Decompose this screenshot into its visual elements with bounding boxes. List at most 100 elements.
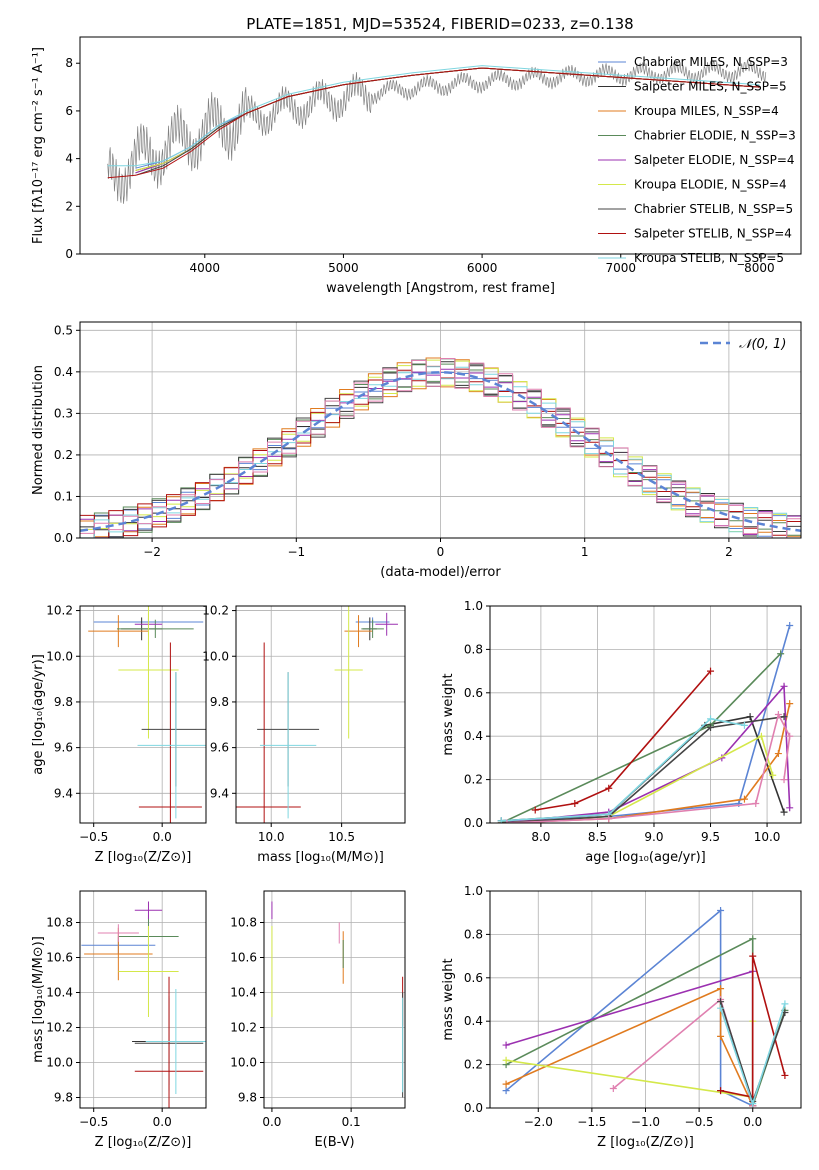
y-tick-label: 10.0 [46,1056,73,1070]
y-axis-label: age [log₁₀(age/yr)] [31,654,46,775]
weight-marker-kroupa_stelib [497,817,505,823]
weight-marker-chabrier_stelib [707,724,715,732]
y-tick-label: 8 [65,56,73,70]
legend-label-chabrier_elodie: Chabrier ELODIE, N_SSP=3 [634,129,796,143]
weight-line-kroupa_stelib [501,717,745,822]
legend-label-salpeter_elodie: Salpeter ELODIE, N_SSP=4 [634,153,795,167]
y-tick-label: 9.8 [210,695,229,709]
weight-marker-pink [774,711,782,718]
mass_vs_ebv-panel: 0.0 0.1 9.8 10.0 10.2 10.4 10.6 10.8 E(B-V) [230,890,406,1150]
weight-marker-kroupa_elodie [757,732,765,740]
y-tick-label: 10.6 [230,951,257,965]
plot-area [502,907,789,1108]
y-tick-label: 9.6 [210,741,229,755]
age_vs_mass-panel: 10.0 10.5 9.4 9.6 9.8 10.0 10.2 mass [log₁₀(M/M… [202,604,406,865]
weight-marker-salpeter_stelib [707,667,715,675]
x-axis-label: age [log₁₀(age/yr)] [585,850,706,865]
weight-marker-kroupa_elodie [502,1056,510,1064]
axes-frame [79,605,207,824]
weight-line-kroupa_miles [505,987,754,1107]
weight-marker-salpeter_stelib [605,784,613,792]
weight-marker-salpeter_miles [746,713,754,721]
weight-marker-pink [786,732,794,740]
y-tick-label: 0.8 [464,642,483,656]
weight-marker-kroupa_stelib [717,1004,725,1012]
legend-label-kroupa_elodie: Kroupa ELODIE, N_SSP=4 [634,178,787,192]
y-tick-label: 9.4 [210,786,229,800]
y-tick-label: 0.4 [54,365,73,379]
y-tick-label: 0.0 [464,1101,483,1115]
y-tick-label: 0.3 [54,406,73,420]
spectrum-panel: 4000 5000 6000 7000 8000 0 2 4 6 8 wavelength [Ang… [31,36,802,296]
x-tick-label: 5000 [328,261,359,275]
x-tick-label: 9.5 [701,830,720,844]
y-tick-label: 0.5 [54,323,73,337]
y-axis-label: mass weight [441,958,456,1040]
legend-label-normal: 𝒩(0, 1) [739,337,786,352]
weight-marker-pink [609,1084,617,1092]
y-tick-label: 9.4 [54,786,73,800]
y-tick-label: 0.2 [54,448,73,462]
y-tick-label: 10.0 [202,649,229,663]
legend-label-chabrier_stelib: Chabrier STELIB, N_SSP=5 [634,202,793,216]
weight-marker-kroupa_miles [502,1080,510,1088]
x-tick-label: 0.0 [153,830,172,844]
y-tick-label: 0 [65,247,73,261]
y-tick-label: 9.8 [54,695,73,709]
x-tick-label: −1.0 [631,1115,660,1129]
axes-frame [79,890,207,1109]
y-tick-label: 1.0 [464,599,483,613]
weight-marker-kroupa_stelib [749,1100,757,1108]
y-tick-label: 9.6 [54,741,73,755]
weight-marker-kroupa_miles [774,750,782,758]
x-tick-label: 10.0 [258,830,285,844]
weight-marker-chabrier_stelib [717,998,725,1006]
weight-line-chabrier_miles [501,625,791,822]
x-tick-label: −0.5 [685,1115,714,1129]
weight-line-salpeter_stelib [535,670,712,811]
weight-marker-kroupa_miles [740,795,748,803]
x-tick-label: −2 [143,545,161,559]
y-tick-label: 10.8 [46,916,73,930]
weight-marker-chabrier_miles [786,622,794,630]
y-tick-label: 10.6 [46,951,73,965]
x-axis-label: E(B-V) [314,1135,354,1150]
y-tick-label: 10.4 [230,986,257,1000]
plot-area [497,622,794,823]
x-tick-label: 4000 [190,261,221,275]
weight-line-pink [612,998,754,1107]
y-tick-label: 6 [65,104,73,118]
y-tick-label: 0.4 [464,1014,483,1028]
y-axis-label: Normed distribution [31,365,46,495]
plot-area [236,606,398,823]
legend-label-salpeter_stelib: Salpeter STELIB, N_SSP=4 [634,227,792,241]
charts-container: 4000 5000 6000 7000 8000 0 2 4 6 8 wavelength [Ang… [31,36,802,1150]
axes-frame [235,605,406,824]
y-tick-label: 10.2 [46,1021,73,1035]
x-tick-label: −1.5 [577,1115,606,1129]
weight-marker-kroupa_stelib [740,721,748,729]
model-spectrum-salpeter_stelib [107,67,760,179]
axes-frame [79,321,802,539]
y-tick-label: 0.6 [464,971,483,985]
plot-area [81,901,206,1108]
weight-marker-kroupa_stelib [781,1000,789,1008]
y-tick-label: 0.0 [464,816,483,830]
y-tick-label: 2 [65,199,73,213]
plot-area [107,59,767,204]
x-axis-label: (data-model)/error [380,565,501,580]
weight-marker-pink [503,819,511,823]
y-axis-label: mass [log₁₀(M/M⊙)] [31,936,46,1063]
x-tick-label: 0.1 [342,1115,361,1129]
x-axis-label: wavelength [Angstrom, rest frame] [326,281,555,296]
x-axis-label: Z [log₁₀(Z/Z⊙)] [95,1135,192,1150]
y-tick-label: 0.8 [464,927,483,941]
y-tick-label: 0.1 [54,489,73,503]
weight-marker-salpeter_stelib [571,799,579,807]
axes-frame [263,890,406,1109]
plot-area [88,606,206,823]
weight-marker-pink [780,776,788,784]
y-tick-label: 0.2 [464,1058,483,1072]
x-tick-label: 6000 [467,261,498,275]
x-tick-label: −2.0 [524,1115,553,1129]
